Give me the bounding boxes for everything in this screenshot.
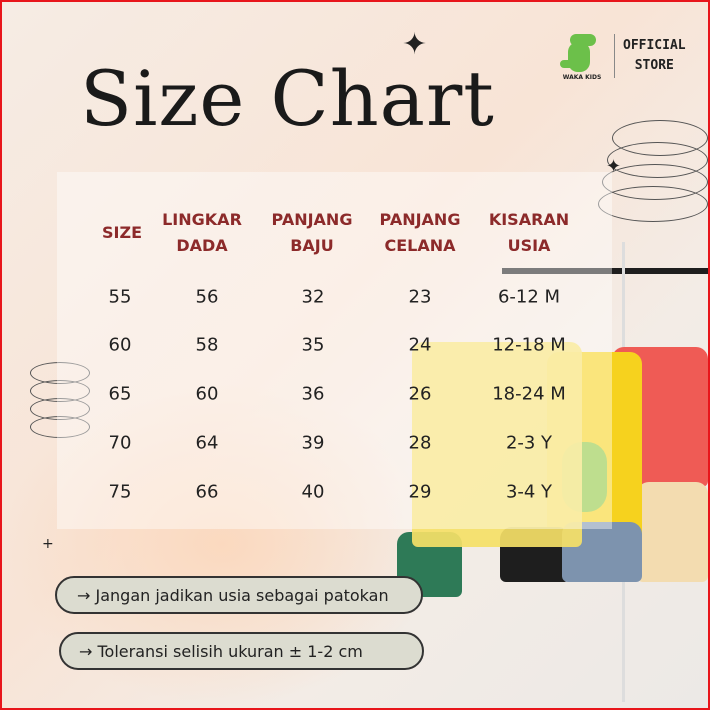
table-cell: 29 <box>408 481 432 503</box>
header-size: SIZE <box>102 220 142 246</box>
header-line: BAJU <box>290 236 334 255</box>
decor-ring <box>30 416 90 438</box>
brand-name: WAKA KIDS <box>562 74 602 81</box>
page-title: Size Chart <box>80 54 495 143</box>
table-cell: 70 <box>108 432 132 454</box>
table-cell: 18-24 M <box>492 383 566 405</box>
table-cell: 26 <box>408 383 432 405</box>
table-cell: 56 <box>195 286 219 308</box>
sparkle-icon: ✦ <box>402 27 428 62</box>
dinosaur-logo-icon <box>558 30 606 74</box>
table-cell: 3-4 Y <box>505 481 553 503</box>
header-line: CELANA <box>384 236 456 255</box>
table-cell: 58 <box>195 334 219 356</box>
note-pill: → Toleransi selisih ukuran ± 1-2 cm <box>59 632 424 670</box>
clothes-rail <box>502 268 708 274</box>
table-cell: 23 <box>408 286 432 308</box>
store-line-2: STORE <box>634 57 674 73</box>
table-cell: 64 <box>195 432 219 454</box>
table-cell: 55 <box>108 286 132 308</box>
table-cell: 36 <box>301 383 325 405</box>
header-kisaran-usia: KISARAN USIA <box>489 207 569 259</box>
header-line: PANJANG <box>271 210 353 229</box>
table-cell: 66 <box>195 481 219 503</box>
note-text: → Jangan jadikan usia sebagai patokan <box>77 585 389 605</box>
brand-logo: WAKA KIDS OFFICIAL STORE <box>558 30 686 81</box>
table-cell: 60 <box>108 334 132 356</box>
table-cell: 24 <box>408 334 432 356</box>
table-cell: 12-18 M <box>492 334 566 356</box>
logo-divider <box>614 33 615 78</box>
table-cell: 75 <box>108 481 132 503</box>
header-line: USIA <box>507 236 551 255</box>
cream-shorts <box>637 482 708 582</box>
header-lingkar-dada: LINGKAR DADA <box>162 207 242 259</box>
decor-ring <box>598 186 708 222</box>
table-cell: 65 <box>108 383 132 405</box>
table-cell: 40 <box>301 481 325 503</box>
table-cell: 2-3 Y <box>505 432 553 454</box>
sparkle-icon: + <box>42 536 54 552</box>
note-pill: → Jangan jadikan usia sebagai patokan <box>55 576 423 614</box>
table-cell: 39 <box>301 432 325 454</box>
sparkle-icon: ✦ <box>606 156 622 177</box>
table-cell: 60 <box>195 383 219 405</box>
header-panjang-celana: PANJANG CELANA <box>380 207 461 259</box>
official-store-label: OFFICIAL STORE <box>623 36 686 76</box>
header-line: LINGKAR <box>162 210 242 229</box>
yellow-shirt <box>412 342 582 547</box>
header-line: DADA <box>176 236 228 255</box>
header-panjang-baju: PANJANG BAJU <box>272 207 353 259</box>
table-cell: 28 <box>408 432 432 454</box>
table-cell: 6-12 M <box>497 286 561 308</box>
table-panel <box>57 172 612 529</box>
note-text: → Toleransi selisih ukuran ± 1-2 cm <box>79 641 363 661</box>
header-line: SIZE <box>101 223 143 242</box>
header-line: KISARAN <box>488 210 570 229</box>
table-cell: 32 <box>301 286 325 308</box>
header-line: PANJANG <box>379 210 461 229</box>
store-line-1: OFFICIAL <box>623 37 686 53</box>
table-cell: 35 <box>301 334 325 356</box>
